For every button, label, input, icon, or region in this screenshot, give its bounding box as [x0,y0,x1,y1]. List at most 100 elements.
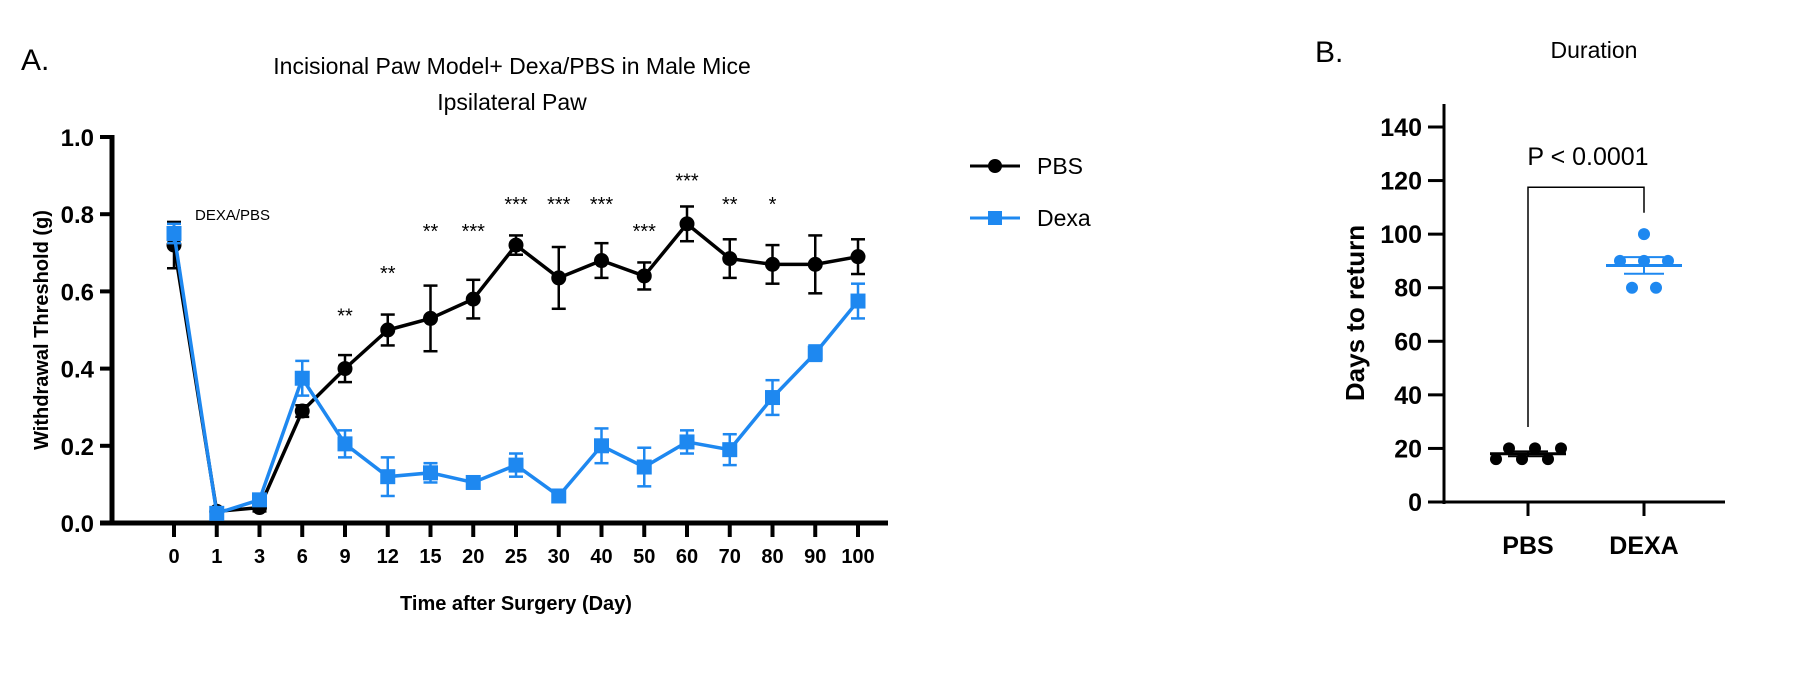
series-dexa [166,222,866,521]
chart-a-subtitle: Ipsilateral Paw [437,89,587,115]
y-tick-label: 120 [1380,168,1422,196]
data-point [1555,442,1567,455]
panel-a-label: A. [21,44,49,77]
data-point [722,251,738,267]
legend-pbs-marker [988,159,1002,173]
y-tick-label: 60 [1394,328,1422,356]
y-tick-label: 0.0 [61,511,94,538]
data-point [508,237,524,253]
x-tick-label: DEXA [1609,532,1678,560]
significance-marker: *** [504,194,528,216]
significance-marker: ** [380,263,396,285]
data-point [166,226,182,241]
data-point [294,370,310,386]
data-point [722,442,738,458]
chart-b-title: Duration [1551,37,1638,63]
group-pbs [1490,442,1567,466]
x-tick-label: 20 [462,546,484,568]
data-point [1490,453,1502,466]
data-point [252,492,267,508]
significance-marker: *** [462,221,486,243]
x-tick-label: 12 [377,546,399,568]
x-tick-label: 80 [761,546,783,568]
legend: PBS Dexa [970,153,1091,231]
data-point [765,390,780,406]
y-tick-label: 0.6 [61,279,94,306]
x-tick-label: 90 [804,546,826,568]
chart-a-ylabel: Withdrawal Threshold (g) [31,210,53,450]
legend-pbs-label: PBS [1037,153,1083,179]
y-tick-label: 140 [1380,114,1422,142]
comparison-pvalue: P < 0.0001 [1527,143,1648,171]
chart-a-xlabel: Time after Surgery (Day) [400,593,632,615]
data-point [423,465,438,481]
significance-marker: *** [547,194,571,216]
x-tick-label: 25 [505,546,527,568]
y-tick-label: 0 [1408,489,1422,517]
x-tick-label: 30 [548,546,570,568]
x-tick-label: 6 [297,546,308,568]
legend-dexa-marker [988,211,1002,225]
data-point [850,293,866,309]
data-point [636,268,652,284]
x-tick-label: 15 [419,546,441,568]
treatment-label: DEXA/PBS [195,207,270,224]
data-point [1626,281,1638,294]
data-point [337,436,353,452]
legend-dexa-label: Dexa [1037,205,1091,231]
x-tick-label: 3 [254,546,265,568]
data-point [1662,254,1674,267]
y-tick-label: 40 [1394,382,1422,410]
y-tick-label: 0.4 [61,357,95,384]
data-point [508,457,524,473]
data-point [636,459,652,475]
x-tick-label: 50 [633,546,655,568]
y-tick-label: 100 [1380,221,1422,249]
significance-marker: ** [337,306,353,328]
y-tick-label: 80 [1394,275,1422,303]
x-tick-label: 70 [719,546,741,568]
y-tick-label: 0.8 [61,202,94,229]
chart-b-ylabel: Days to return [1340,225,1370,401]
data-point [465,291,481,307]
x-tick-label: 100 [841,546,874,568]
data-point [765,256,780,272]
data-point [465,474,481,490]
y-tick-label: 1.0 [61,125,94,152]
data-point [551,488,567,504]
x-tick-label: 9 [339,546,350,568]
data-point [1638,228,1650,241]
data-point [209,505,225,521]
x-tick-label: 60 [676,546,698,568]
comparison-bracket [1527,186,1645,427]
significance-marker: * [769,194,777,216]
significance-marker: *** [675,171,699,193]
data-point [679,434,695,450]
data-point [594,438,609,454]
data-point [679,216,695,232]
chart-a-title: Incisional Paw Model+ Dexa/PBS in Male M… [273,53,750,79]
significance-marker: *** [633,221,657,243]
data-point [807,345,823,361]
significance-marker: ** [423,221,439,243]
group-dexa [1606,228,1682,294]
significance-marker: *** [590,194,614,216]
data-point [594,253,609,269]
x-tick-label: 40 [590,546,612,568]
data-point [294,403,310,419]
x-tick-label: PBS [1502,532,1553,560]
data-point [850,249,866,265]
data-point [551,270,567,286]
x-tick-label: 0 [168,546,179,568]
panel-b-label: B. [1315,36,1343,69]
data-point [423,310,438,326]
data-point [337,361,353,377]
data-point [380,469,396,485]
data-point [807,256,823,272]
data-point [1614,254,1626,267]
x-tick-label: 1 [211,546,222,568]
data-point [380,322,396,338]
data-point [1650,281,1662,294]
y-tick-label: 0.2 [61,434,94,461]
